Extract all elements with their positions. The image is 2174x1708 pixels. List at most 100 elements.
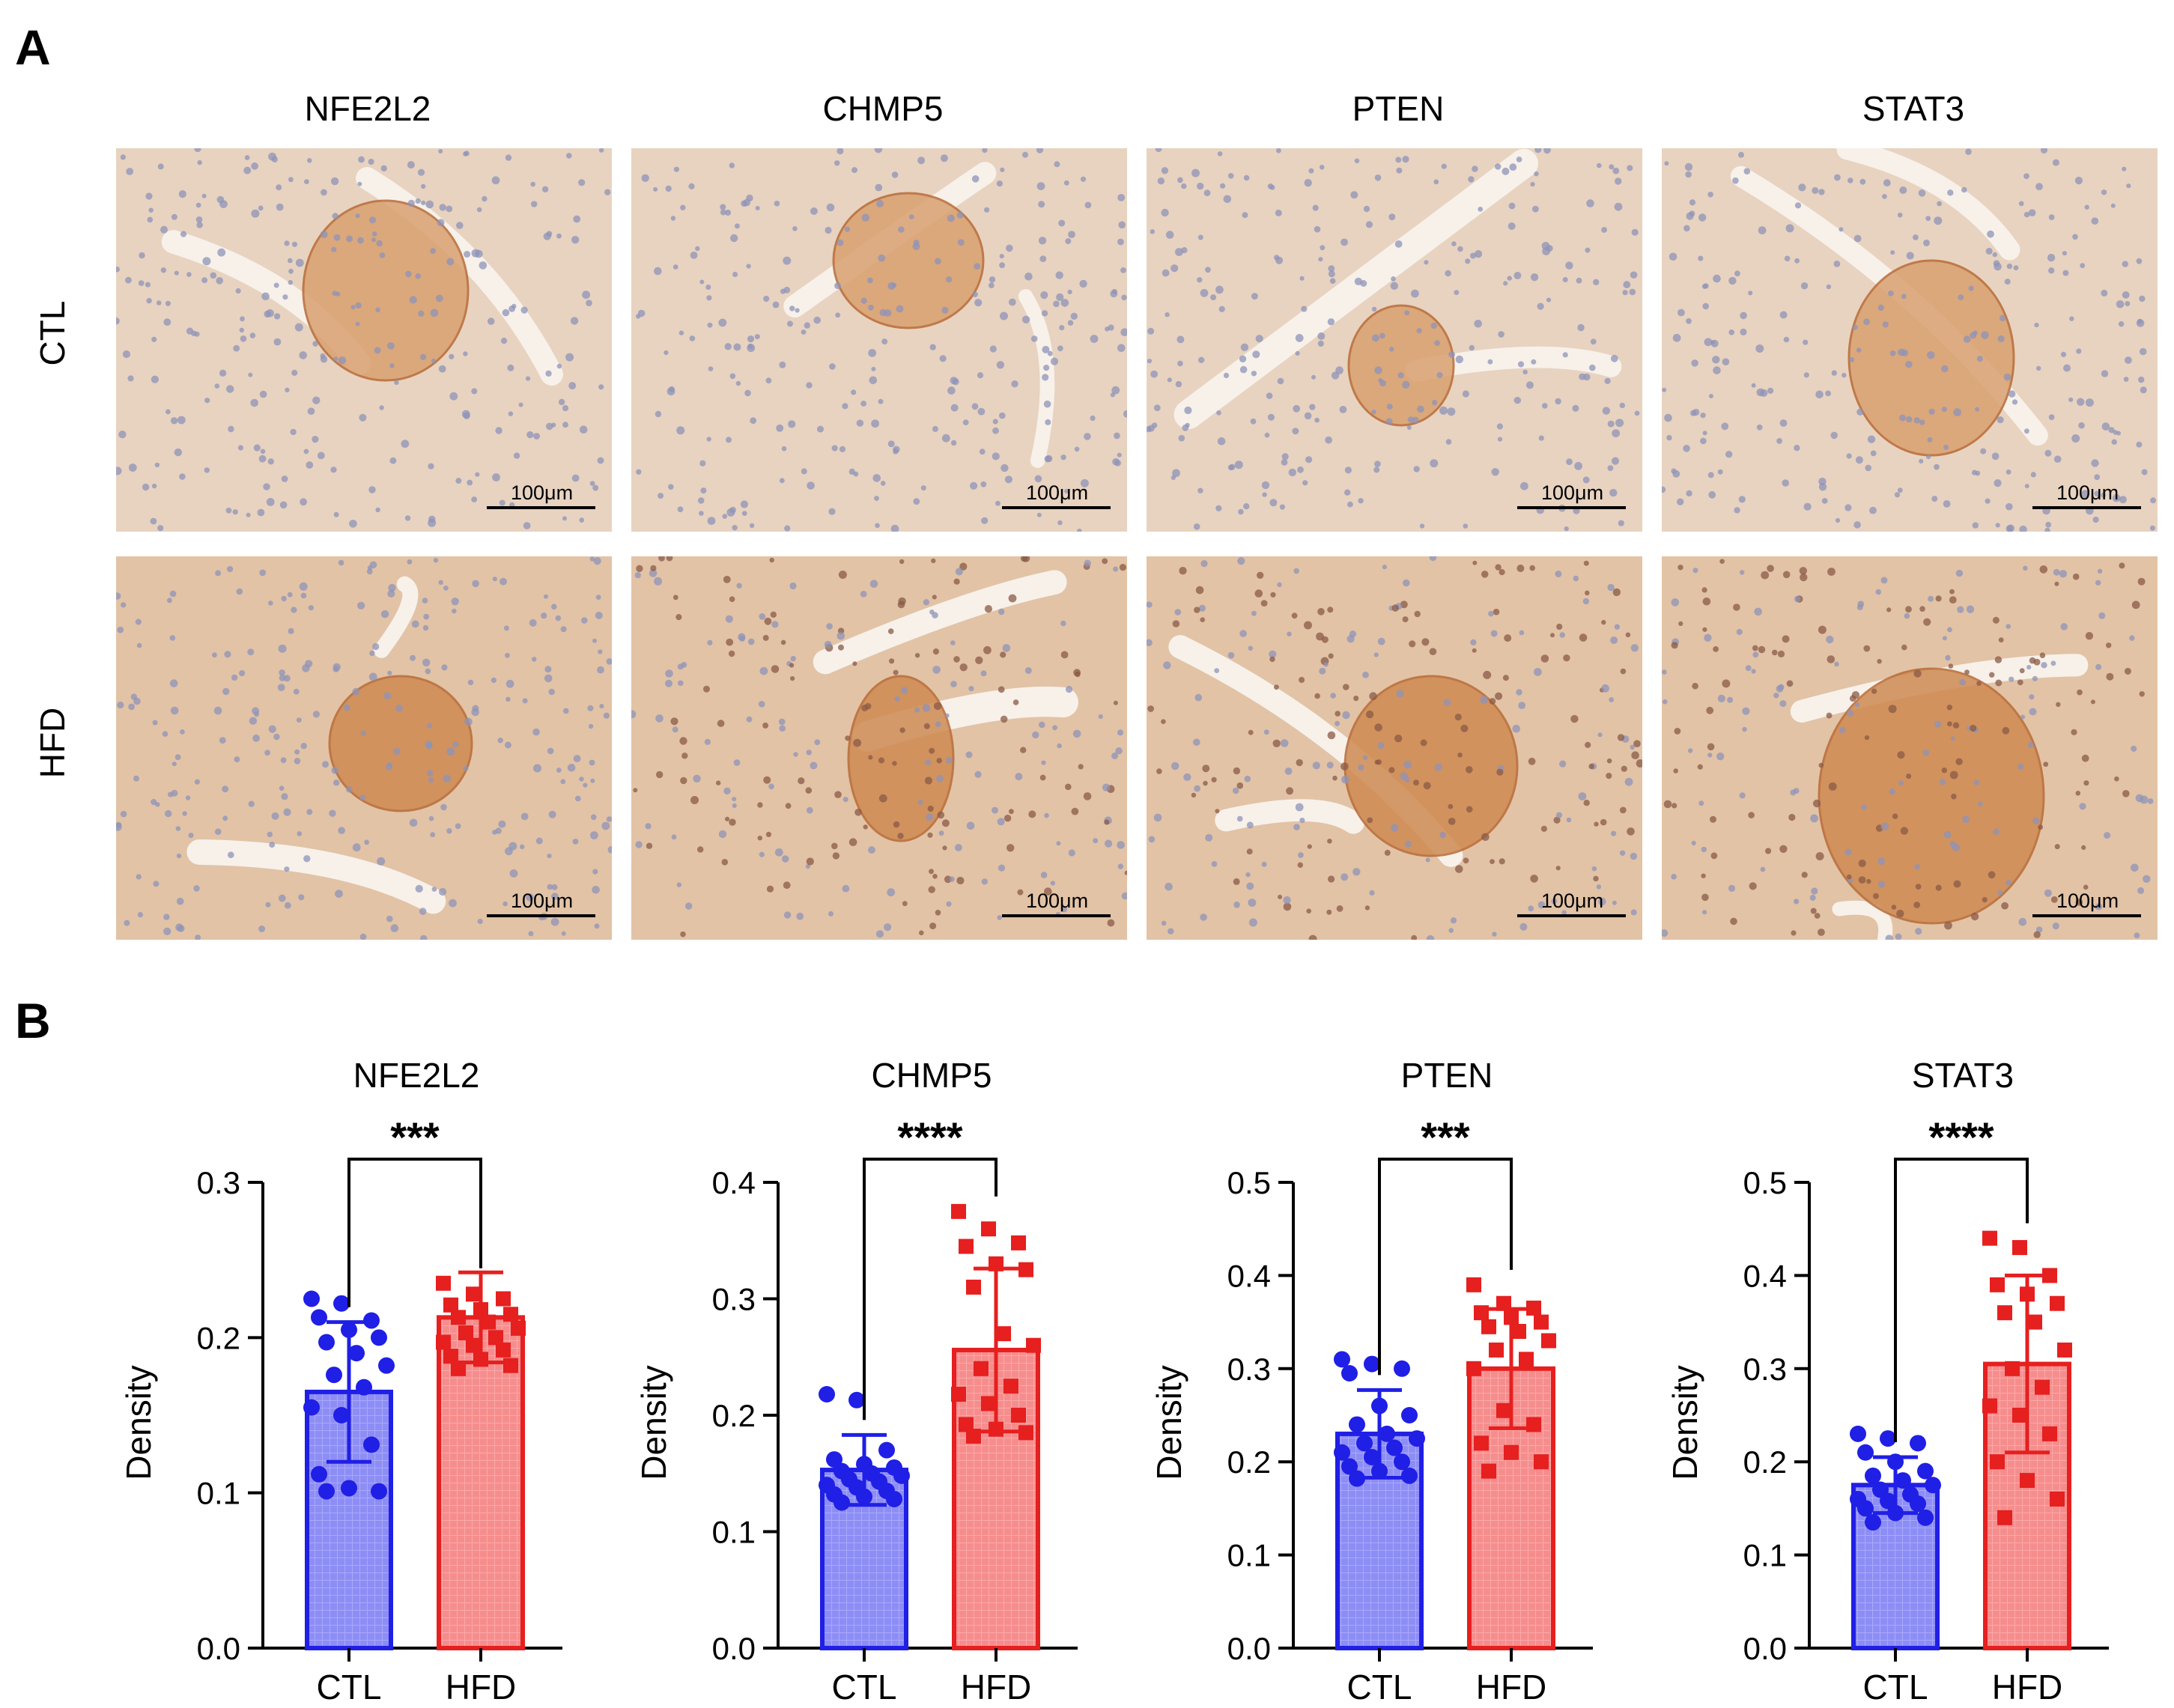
data-point-stat3-ctl: [1917, 1462, 1934, 1480]
data-point-chmp5-hfd: [1011, 1408, 1026, 1423]
y-axis-label-nfe2l2: Density: [119, 1365, 158, 1480]
micrograph-stat3-ctl: [1662, 148, 2158, 532]
data-point-pten-hfd: [1481, 1319, 1496, 1334]
scale-bar: [487, 914, 595, 917]
data-point-chmp5-ctl: [834, 1494, 850, 1511]
data-point-stat3-ctl: [1880, 1430, 1896, 1447]
data-point-stat3-ctl: [1880, 1492, 1896, 1510]
data-point-chmp5-ctl: [893, 1467, 910, 1484]
significance-label-pten: ***: [1421, 1113, 1470, 1161]
data-point-nfe2l2-hfd: [443, 1297, 458, 1313]
x-tick-label-chmp5-hfd: HFD: [961, 1668, 1032, 1707]
data-point-stat3-hfd: [1997, 1305, 2012, 1321]
chart-title-stat3: STAT3: [1912, 1056, 2014, 1095]
column-title-stat3: STAT3: [1862, 89, 1965, 128]
y-tick-label-pten: 0.4: [1227, 1258, 1271, 1293]
data-point-chmp5-hfd: [959, 1239, 974, 1254]
y-tick-label-pten: 0.3: [1227, 1352, 1271, 1387]
data-point-nfe2l2-hfd: [436, 1275, 451, 1291]
y-tick-label-stat3: 0.2: [1743, 1444, 1787, 1480]
y-tick-label-chmp5: 0.4: [712, 1165, 756, 1200]
data-point-pten-hfd: [1534, 1454, 1549, 1470]
scale-bar-label: 100μm: [1541, 890, 1604, 912]
scale-bar-label: 100μm: [1026, 481, 1089, 504]
scale-bar-label: 100μm: [2056, 890, 2119, 912]
data-point-stat3-ctl: [1857, 1444, 1874, 1461]
scale-bar: [2032, 506, 2141, 509]
y-tick-label-stat3: 0.1: [1743, 1538, 1787, 1573]
scale-bar: [1517, 506, 1626, 509]
chart-title-chmp5: CHMP5: [871, 1056, 992, 1095]
y-tick-label-chmp5: 0.2: [712, 1398, 756, 1433]
scale-bar: [1517, 914, 1626, 917]
y-tick-label-nfe2l2: 0.1: [197, 1476, 240, 1511]
significance-bracket-stat3: [1894, 1158, 2029, 1442]
y-tick-label-nfe2l2: 0.2: [197, 1320, 240, 1355]
data-point-nfe2l2-hfd: [481, 1314, 496, 1330]
data-point-pten-ctl: [1394, 1360, 1410, 1377]
x-tick-label-chmp5-ctl: CTL: [832, 1668, 897, 1707]
data-point-pten-hfd: [1474, 1435, 1489, 1451]
data-point-nfe2l2-hfd: [496, 1291, 511, 1307]
data-point-nfe2l2-hfd: [511, 1320, 526, 1336]
data-point-nfe2l2-ctl: [318, 1334, 335, 1351]
data-point-pten-hfd: [1489, 1342, 1504, 1358]
y-axis-label-pten: Density: [1150, 1365, 1188, 1480]
panel-a-label: A: [15, 19, 51, 75]
y-tick-label-pten: 0.5: [1227, 1165, 1271, 1200]
data-point-chmp5-hfd: [966, 1279, 981, 1295]
scale-bar: [2032, 914, 2141, 917]
data-point-stat3-hfd: [2042, 1426, 2057, 1441]
data-point-chmp5-ctl: [819, 1386, 835, 1403]
data-point-stat3-ctl: [1865, 1467, 1881, 1484]
micrograph-pten-ctl: [1147, 148, 1642, 532]
y-tick-label-stat3: 0.4: [1743, 1258, 1787, 1293]
chart-title-nfe2l2: NFE2L2: [353, 1056, 480, 1095]
data-point-nfe2l2-ctl: [356, 1379, 372, 1396]
data-point-nfe2l2-hfd: [503, 1358, 518, 1373]
x-tick-label-pten-hfd: HFD: [1476, 1668, 1547, 1707]
data-point-stat3-hfd: [1997, 1510, 2012, 1525]
y-tick-label-pten: 0.0: [1227, 1631, 1271, 1666]
data-point-chmp5-hfd: [959, 1417, 974, 1432]
data-point-pten-ctl: [1356, 1435, 1373, 1452]
significance-label-chmp5: ****: [897, 1113, 962, 1161]
data-point-stat3-hfd: [2050, 1491, 2065, 1507]
data-point-stat3-hfd: [2035, 1379, 2050, 1395]
significance-label-nfe2l2: ***: [390, 1113, 440, 1161]
data-point-stat3-ctl: [1910, 1435, 1926, 1452]
data-point-nfe2l2-ctl: [371, 1329, 387, 1346]
data-point-nfe2l2-hfd: [503, 1307, 518, 1322]
data-point-stat3-ctl: [1865, 1514, 1881, 1531]
y-tick-label-nfe2l2: 0.0: [197, 1631, 240, 1666]
x-tick-label-stat3-ctl: CTL: [1863, 1668, 1928, 1707]
data-point-pten-hfd: [1481, 1463, 1496, 1479]
y-axis-label-chmp5: Density: [634, 1365, 673, 1480]
scale-bar-label: 100μm: [1541, 481, 1604, 504]
micrograph-nfe2l2-hfd: [116, 556, 612, 940]
scale-bar: [1002, 914, 1111, 917]
data-point-chmp5-hfd: [996, 1326, 1011, 1342]
y-tick-label-pten: 0.2: [1227, 1444, 1271, 1480]
scale-bar-label: 100μm: [2056, 481, 2119, 504]
data-point-nfe2l2-ctl: [303, 1399, 320, 1416]
data-point-pten-ctl: [1364, 1448, 1380, 1465]
data-point-pten-ctl: [1394, 1453, 1410, 1471]
data-point-nfe2l2-hfd: [466, 1337, 481, 1353]
data-point-stat3-hfd: [2012, 1408, 2027, 1423]
data-point-stat3-hfd: [2050, 1295, 2065, 1311]
data-point-stat3-ctl: [1895, 1472, 1911, 1489]
scale-bar: [1002, 506, 1111, 509]
data-point-pten-ctl: [1341, 1458, 1358, 1475]
data-point-stat3-hfd: [1982, 1230, 1997, 1246]
data-point-stat3-ctl: [1917, 1509, 1934, 1526]
data-point-stat3-ctl: [1925, 1477, 1941, 1494]
significance-label-stat3: ****: [1928, 1113, 1994, 1161]
x-tick-label-nfe2l2-ctl: CTL: [317, 1668, 382, 1707]
data-point-chmp5-ctl: [886, 1490, 902, 1507]
y-tick-label-pten: 0.1: [1227, 1538, 1271, 1573]
significance-bracket-nfe2l2: [347, 1158, 482, 1307]
data-point-stat3-hfd: [2027, 1314, 2042, 1330]
data-point-pten-hfd: [1466, 1277, 1481, 1292]
